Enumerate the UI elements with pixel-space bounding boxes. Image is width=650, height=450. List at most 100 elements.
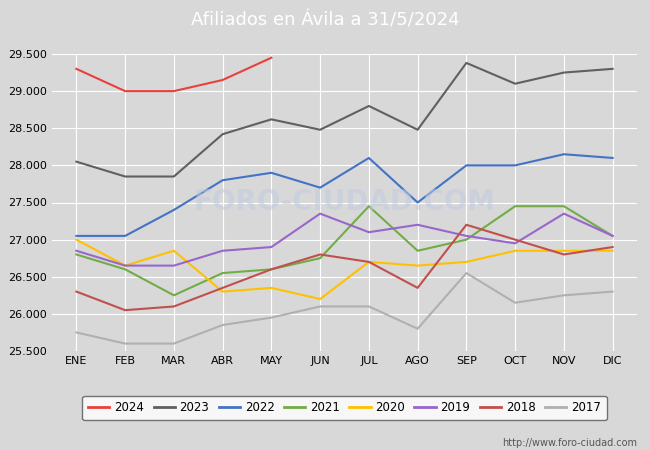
- 2017: [608, 289, 616, 294]
- 2023: [170, 174, 178, 179]
- 2024: [72, 66, 81, 72]
- 2020: [365, 259, 373, 265]
- 2020: [560, 248, 568, 253]
- 2019: [121, 263, 129, 268]
- 2018: [268, 266, 276, 272]
- 2019: [72, 248, 81, 253]
- 2023: [268, 117, 276, 122]
- 2022: [365, 155, 373, 161]
- 2018: [511, 237, 519, 242]
- 2019: [560, 211, 568, 216]
- 2022: [268, 170, 276, 176]
- 2017: [560, 292, 568, 298]
- 2019: [170, 263, 178, 268]
- Line: 2019: 2019: [77, 214, 612, 266]
- 2021: [511, 203, 519, 209]
- 2020: [413, 263, 421, 268]
- 2020: [511, 248, 519, 253]
- 2023: [413, 127, 421, 132]
- 2018: [170, 304, 178, 309]
- 2019: [511, 241, 519, 246]
- 2023: [316, 127, 324, 132]
- 2024: [170, 88, 178, 94]
- 2022: [511, 163, 519, 168]
- 2018: [316, 252, 324, 257]
- 2023: [365, 103, 373, 108]
- 2017: [268, 315, 276, 320]
- 2020: [463, 259, 471, 265]
- 2022: [463, 163, 471, 168]
- Line: 2021: 2021: [77, 206, 612, 295]
- 2018: [463, 222, 471, 228]
- 2022: [121, 233, 129, 238]
- 2021: [463, 237, 471, 242]
- 2022: [413, 200, 421, 205]
- 2017: [218, 322, 227, 328]
- 2024: [121, 88, 129, 94]
- 2018: [72, 289, 81, 294]
- 2023: [72, 159, 81, 164]
- Text: Afiliados en Ávila a 31/5/2024: Afiliados en Ávila a 31/5/2024: [190, 11, 460, 29]
- 2022: [608, 155, 616, 161]
- 2023: [608, 66, 616, 72]
- 2023: [218, 131, 227, 137]
- 2019: [463, 233, 471, 238]
- 2019: [316, 211, 324, 216]
- 2022: [170, 207, 178, 213]
- 2021: [560, 203, 568, 209]
- 2021: [608, 233, 616, 238]
- 2017: [463, 270, 471, 276]
- 2019: [268, 244, 276, 250]
- Text: http://www.foro-ciudad.com: http://www.foro-ciudad.com: [502, 438, 637, 448]
- 2018: [365, 259, 373, 265]
- 2020: [121, 263, 129, 268]
- 2018: [121, 307, 129, 313]
- 2024: [218, 77, 227, 83]
- 2020: [316, 297, 324, 302]
- Legend: 2024, 2023, 2022, 2021, 2020, 2019, 2018, 2017: 2024, 2023, 2022, 2021, 2020, 2019, 2018…: [83, 396, 606, 420]
- 2020: [608, 248, 616, 253]
- 2017: [121, 341, 129, 346]
- 2021: [170, 292, 178, 298]
- 2020: [268, 285, 276, 291]
- 2017: [316, 304, 324, 309]
- 2023: [511, 81, 519, 86]
- 2021: [316, 256, 324, 261]
- 2017: [413, 326, 421, 332]
- 2017: [72, 330, 81, 335]
- Line: 2023: 2023: [77, 63, 612, 176]
- 2017: [170, 341, 178, 346]
- Line: 2018: 2018: [77, 225, 612, 310]
- 2023: [560, 70, 568, 75]
- 2020: [72, 237, 81, 242]
- 2022: [218, 177, 227, 183]
- Text: FORO-CIUDAD.COM: FORO-CIUDAD.COM: [194, 189, 495, 216]
- 2019: [218, 248, 227, 253]
- 2017: [511, 300, 519, 306]
- Line: 2017: 2017: [77, 273, 612, 344]
- 2018: [218, 285, 227, 291]
- 2021: [413, 248, 421, 253]
- 2021: [72, 252, 81, 257]
- 2019: [413, 222, 421, 228]
- 2022: [316, 185, 324, 190]
- 2020: [170, 248, 178, 253]
- 2023: [121, 174, 129, 179]
- 2023: [463, 60, 471, 66]
- 2021: [218, 270, 227, 276]
- 2018: [608, 244, 616, 250]
- 2019: [608, 233, 616, 238]
- 2020: [218, 289, 227, 294]
- 2022: [72, 233, 81, 238]
- 2019: [365, 230, 373, 235]
- 2024: [268, 55, 276, 60]
- 2017: [365, 304, 373, 309]
- 2021: [121, 266, 129, 272]
- 2018: [413, 285, 421, 291]
- Line: 2022: 2022: [77, 154, 612, 236]
- 2022: [560, 152, 568, 157]
- 2018: [560, 252, 568, 257]
- Line: 2024: 2024: [77, 58, 272, 91]
- 2021: [365, 203, 373, 209]
- Line: 2020: 2020: [77, 239, 612, 299]
